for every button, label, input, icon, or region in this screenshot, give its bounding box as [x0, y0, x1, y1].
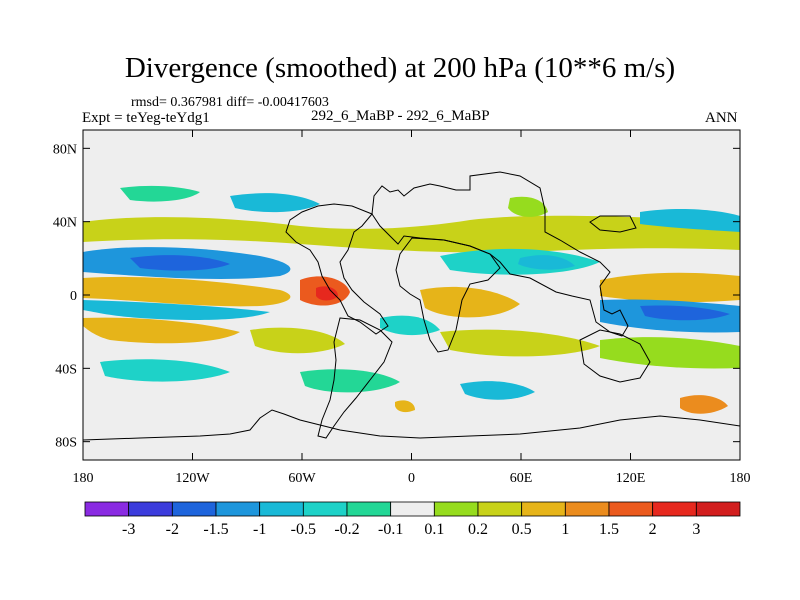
field-south-d — [600, 337, 740, 369]
colorbar-swatch — [346, 501, 392, 517]
australia-coast — [579, 329, 651, 383]
lon-tick-label: 0 — [408, 471, 415, 486]
colorbar-swatch — [564, 501, 610, 517]
colorbar-swatch — [302, 501, 348, 517]
colorbar-swatch — [390, 501, 435, 517]
field-patch-c — [508, 196, 548, 217]
field-south-i — [680, 395, 728, 414]
north-america-coast — [285, 203, 389, 335]
lon-tick-label: 120W — [175, 471, 210, 486]
colorbar-label: 0.5 — [512, 521, 532, 538]
field-south-b — [380, 315, 440, 336]
case-label: 292_6_MaBP - 292_6_MaBP — [311, 108, 490, 124]
stats-label: rmsd= 0.367981 diff= -0.00417603 — [131, 95, 329, 110]
lat-tick-label: 80S — [55, 436, 77, 451]
colorbar-label: 2 — [649, 521, 657, 538]
colorbar-swatch — [695, 501, 741, 517]
colorbar-label: 1 — [561, 521, 569, 538]
colorbar-swatch — [433, 501, 479, 517]
latitude-axis: 80N 40N 0 40S 80S — [53, 142, 740, 451]
field-eq-peak — [316, 286, 338, 301]
field-south-g — [460, 381, 535, 400]
colorbar-swatch — [521, 501, 566, 517]
colorbar-swatch — [215, 501, 261, 517]
antarctica-coast — [83, 409, 740, 460]
colorbar-label: 0.2 — [468, 521, 488, 538]
field-belt-sw — [83, 300, 270, 320]
colorbar-label: 1.5 — [599, 521, 619, 538]
field-core-ne — [518, 255, 575, 270]
africa-coast — [395, 237, 501, 353]
colorbar-swatch — [608, 501, 654, 517]
colorbar-label: 0.1 — [424, 521, 444, 538]
colorbar-swatch — [128, 501, 173, 517]
colorbar-label: -3 — [122, 521, 135, 538]
eurasia-coast — [371, 171, 629, 337]
field-band-40n — [83, 215, 740, 253]
field-south-h — [395, 400, 415, 413]
longitude-axis: 180 120W 60W 0 60E 120E 180 — [73, 130, 751, 486]
colorbar-swatch — [652, 501, 697, 517]
plot-title: Divergence (smoothed) at 200 hPa (10**6 … — [124, 52, 676, 84]
colorbar-label: 3 — [692, 521, 700, 538]
season-label: ANN — [705, 110, 738, 126]
colorbar-label: -2 — [166, 521, 179, 538]
lat-tick-label: 0 — [70, 289, 77, 304]
field-south-f — [300, 369, 400, 393]
lon-tick-label: 60W — [288, 471, 316, 486]
field-patch-a — [120, 185, 200, 202]
south-america-coast — [317, 317, 393, 439]
field-south-c — [440, 329, 600, 357]
lat-tick-label: 80N — [53, 142, 77, 157]
colorbar-swatch — [171, 501, 217, 517]
experiment-label: Expt = teYeg-teYdg1 — [82, 110, 210, 126]
colorbar-label: -0.5 — [291, 521, 316, 538]
field-eq-east — [600, 272, 740, 303]
colorbar-label: -0.1 — [378, 521, 403, 538]
colorbar-swatch — [259, 501, 304, 517]
colorbar: -3 -2 -1.5 -1 -0.5 -0.2 -0.1 0.1 0.2 0.5 1 1.5 2 3 — [84, 501, 741, 538]
colorbar-label: -1.5 — [203, 521, 228, 538]
japan-coast — [589, 215, 637, 233]
field-patch-d — [640, 209, 740, 232]
lon-tick-label: 180 — [73, 471, 94, 486]
lon-tick-label: 180 — [730, 471, 751, 486]
field-south-a — [250, 327, 345, 354]
field-eq-africa — [420, 286, 520, 318]
colorbar-swatch — [477, 501, 523, 517]
field-south-w — [83, 317, 240, 344]
lat-tick-label: 40S — [55, 362, 77, 377]
colorbar-label: -1 — [253, 521, 266, 538]
field-patch-b — [230, 193, 320, 213]
lat-tick-label: 40N — [53, 216, 77, 231]
field-core-se — [640, 305, 730, 321]
field-south-e — [100, 359, 230, 382]
lon-tick-label: 120E — [616, 471, 646, 486]
divergence-field — [83, 185, 740, 414]
coastlines — [83, 171, 740, 460]
field-eq-west — [83, 276, 291, 307]
colorbar-label: -0.2 — [334, 521, 359, 538]
field-core-nw — [130, 255, 230, 271]
lon-tick-label: 60E — [510, 471, 533, 486]
colorbar-swatch — [84, 501, 130, 517]
